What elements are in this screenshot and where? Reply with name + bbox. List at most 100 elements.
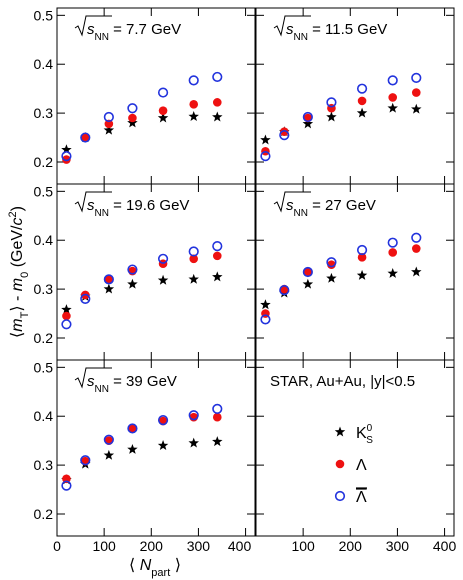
star-marker <box>260 299 271 310</box>
open-circle-marker <box>387 237 398 248</box>
legend-name: K <box>356 425 367 442</box>
y-tick-label: 0.5 <box>34 359 54 375</box>
open-circle-marker <box>212 71 223 83</box>
star-marker <box>212 111 223 122</box>
y-label-part: m <box>9 318 26 331</box>
title-var: s <box>286 197 294 214</box>
star-marker <box>326 111 337 122</box>
star-marker <box>188 111 199 121</box>
circle-marker <box>189 100 199 109</box>
circle-marker <box>411 244 421 253</box>
title-sub: NN <box>95 32 109 43</box>
star-marker <box>411 103 422 114</box>
open-circle-marker <box>61 319 72 330</box>
star-marker <box>127 117 138 128</box>
y-tick-label: 0.3 <box>34 105 54 121</box>
star-marker <box>387 102 398 113</box>
open-circle-marker <box>80 293 91 304</box>
open-circle-marker <box>157 415 169 426</box>
circle-marker <box>62 311 71 321</box>
open-circle-marker <box>302 111 313 123</box>
circle-marker <box>212 98 222 107</box>
circle-marker <box>62 474 71 484</box>
open-circle-marker <box>157 87 169 98</box>
star-marker <box>188 273 199 284</box>
circle-marker <box>335 459 345 469</box>
open-circle-marker <box>326 97 337 108</box>
title-sub: NN <box>95 208 109 219</box>
legend-label: Λ <box>356 457 367 474</box>
open-circle-marker <box>356 83 368 94</box>
open-circle-marker <box>387 75 398 86</box>
open-circle-marker <box>103 111 114 123</box>
circle-marker <box>62 155 71 164</box>
y-label-part: (GeV/ <box>9 225 26 272</box>
star-marker <box>61 304 72 315</box>
sqrt-sign <box>74 367 112 389</box>
star-marker <box>326 272 337 283</box>
open-circle-marker <box>188 410 199 421</box>
y-tick-label: 0.2 <box>34 154 54 170</box>
x-tick-label: 400 <box>433 538 457 554</box>
star-marker <box>157 112 169 123</box>
star-marker <box>103 124 115 135</box>
circle-marker <box>104 119 114 129</box>
star-marker <box>157 274 169 285</box>
legend-sub: S <box>366 435 373 446</box>
x-tick-label: 200 <box>339 538 363 554</box>
y-label-part: m <box>9 278 26 291</box>
circle-marker <box>388 248 398 257</box>
legend-name: Λ <box>356 489 367 506</box>
open-circle-marker <box>103 434 114 445</box>
open-circle-marker <box>279 284 290 296</box>
y-label-part: ⟨ <box>9 332 26 338</box>
x-label-part: ⟩ <box>170 557 181 574</box>
y-tick-label: 0.4 <box>34 408 54 424</box>
open-circle-marker <box>356 244 368 256</box>
open-circle-marker <box>127 423 138 434</box>
circle-marker <box>212 251 222 261</box>
open-circle-marker <box>61 151 72 162</box>
star-marker <box>212 271 223 282</box>
panel-title: sNN = 7.7 GeV <box>87 21 181 43</box>
y-label-part: T <box>19 311 31 318</box>
y-tick-label: 0.2 <box>34 330 54 346</box>
circle-marker <box>303 267 313 277</box>
circle-marker <box>189 254 199 264</box>
y-axis-label: ⟨mT⟩ - m0 (GeV/c2) <box>7 206 31 338</box>
sqrt-sign <box>273 191 311 213</box>
title-var: s <box>87 21 95 38</box>
open-circle-marker <box>212 403 223 414</box>
open-circle-marker <box>334 490 346 502</box>
y-tick-label: 0.4 <box>34 56 54 72</box>
x-tick-label: 300 <box>187 538 211 554</box>
title-sub: NN <box>294 208 308 219</box>
x-tick-label: 100 <box>291 538 315 554</box>
y-tick-label: 0.4 <box>34 232 54 248</box>
panel-frame <box>255 359 455 537</box>
circle-marker <box>104 275 114 284</box>
y-tick-label: 0.5 <box>34 183 54 199</box>
star-marker <box>302 118 314 129</box>
y-label-part: ) <box>9 206 26 211</box>
open-circle-marker <box>127 103 138 114</box>
x-tick-label: 100 <box>92 538 116 554</box>
sqrt-sign <box>74 191 112 213</box>
x-tick-label: 200 <box>140 538 164 554</box>
star-marker <box>356 269 368 280</box>
star-marker <box>127 278 138 289</box>
open-circle-marker <box>212 240 223 252</box>
circle-marker <box>388 93 398 102</box>
title-sub: NN <box>95 384 109 395</box>
title-var: s <box>286 21 294 38</box>
star-marker <box>260 134 271 145</box>
title-var: s <box>87 373 95 390</box>
open-circle-marker <box>80 132 91 143</box>
circle-marker <box>80 133 90 142</box>
circle-marker <box>158 106 168 115</box>
title-text: = 11.5 GeV <box>308 21 387 38</box>
legend-label: Λ <box>356 489 367 506</box>
star-marker <box>103 449 115 460</box>
panel-title: sNN = 19.6 GeV <box>87 197 189 219</box>
